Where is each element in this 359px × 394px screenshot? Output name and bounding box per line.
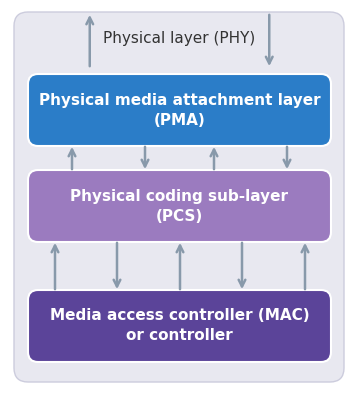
- Text: Physical coding sub-layer: Physical coding sub-layer: [70, 188, 289, 203]
- Text: (PCS): (PCS): [156, 208, 203, 223]
- FancyBboxPatch shape: [28, 170, 331, 242]
- FancyBboxPatch shape: [28, 290, 331, 362]
- Text: Physical media attachment layer: Physical media attachment layer: [39, 93, 320, 108]
- Text: or controller: or controller: [126, 329, 233, 344]
- Text: Media access controller (MAC): Media access controller (MAC): [50, 309, 309, 323]
- FancyBboxPatch shape: [28, 74, 331, 146]
- Text: Physical layer (PHY): Physical layer (PHY): [103, 30, 256, 45]
- FancyBboxPatch shape: [14, 12, 344, 382]
- Text: (PMA): (PMA): [154, 113, 205, 128]
